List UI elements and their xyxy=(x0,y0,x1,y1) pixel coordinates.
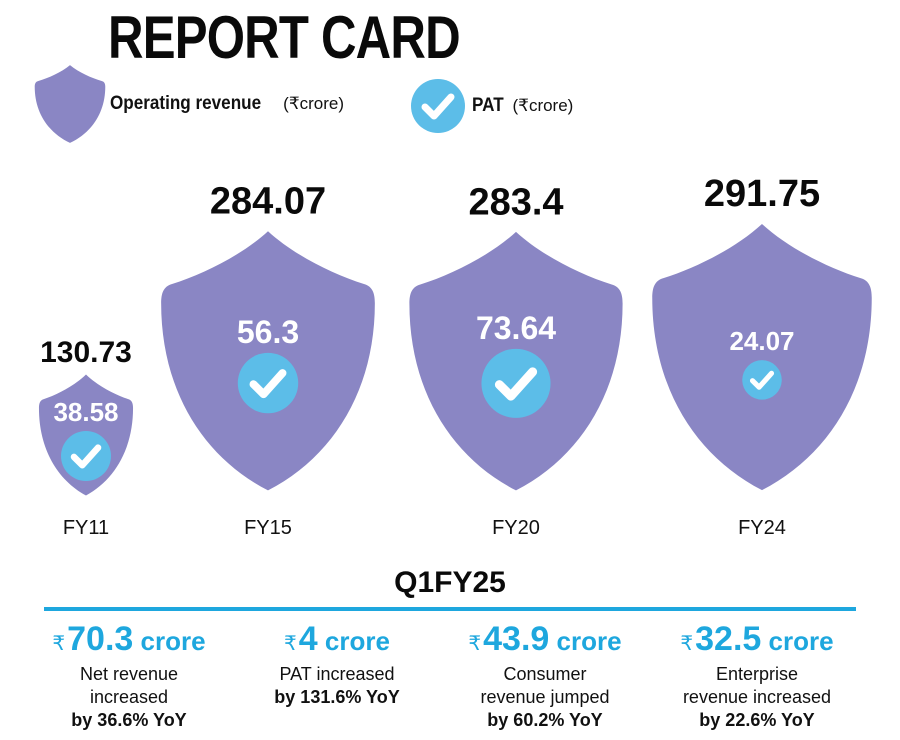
check-circle-icon xyxy=(411,79,465,133)
rupee-symbol: ₹ xyxy=(284,633,297,655)
legend-revenue-unit: (₹crore) xyxy=(283,94,345,113)
quarter-title: Q1FY25 xyxy=(394,566,506,599)
quarter-stat: ₹43.9 crore Consumer revenue jumped by 60.2… xyxy=(440,622,650,732)
shield-icon xyxy=(34,65,106,143)
revenue-label: 283.4 xyxy=(468,181,563,223)
stat-headline: ₹43.9 crore xyxy=(440,622,650,663)
stat-value: 32.5 xyxy=(695,620,762,658)
rupee-symbol: ₹ xyxy=(680,633,694,655)
legend-pat-label: PAT xyxy=(472,95,504,116)
legend-pat: PAT (₹crore) xyxy=(410,78,573,134)
quarter-divider xyxy=(44,607,856,611)
check-icon xyxy=(749,370,775,390)
rupee-symbol: ₹ xyxy=(52,633,66,655)
quarter-stat: ₹4 crore PAT increased by 131.6% YoY xyxy=(232,622,442,709)
stat-unit: crore xyxy=(549,626,622,656)
stat-value: 70.3 xyxy=(67,620,134,658)
check-icon xyxy=(494,367,538,401)
check-icon xyxy=(70,444,102,469)
stat-unit: crore xyxy=(317,626,390,656)
stat-description: PAT increased xyxy=(279,664,395,684)
revenue-label: 291.75 xyxy=(704,173,820,215)
stat-yoy: by 60.2% YoY xyxy=(487,710,603,730)
pat-label: 73.64 xyxy=(476,310,556,346)
stat-description: Consumer xyxy=(503,664,587,684)
stat-description: Net revenue xyxy=(79,664,179,684)
pat-label: 38.58 xyxy=(53,397,118,427)
stat-description: increased xyxy=(89,687,169,707)
legend-revenue-label: Operating revenue xyxy=(110,93,262,114)
stat-unit: crore xyxy=(133,626,206,656)
category-label: FY24 xyxy=(738,517,786,539)
revenue-shield xyxy=(652,223,872,491)
shield-group-fy15: 284.07 56.3 FY15 xyxy=(161,181,375,539)
stat-yoy: by 36.6% YoY xyxy=(71,710,187,730)
stat-headline: ₹4 crore xyxy=(232,622,442,663)
check-icon xyxy=(249,369,287,399)
shield-group-fy20: 283.4 73.64 FY20 xyxy=(409,181,623,539)
stat-description: revenue jumped xyxy=(480,687,610,707)
quarter-stat: ₹70.3 crore Net revenue increased by 36.6% … xyxy=(24,622,234,732)
stat-yoy: by 22.6% YoY xyxy=(699,710,815,730)
pat-check-circle xyxy=(742,360,782,400)
stat-value: 43.9 xyxy=(483,620,550,658)
pat-check-circle xyxy=(61,431,111,481)
stat-value: 4 xyxy=(298,620,318,658)
shield-group-fy11: 130.73 38.58 FY11 xyxy=(38,336,134,539)
stat-description: revenue increased xyxy=(682,687,832,707)
stat-unit: crore xyxy=(761,626,834,656)
pat-check-circle xyxy=(237,352,299,414)
stat-headline: ₹70.3 crore xyxy=(24,622,234,663)
revenue-label: 130.73 xyxy=(40,336,132,369)
category-label: FY20 xyxy=(492,517,540,539)
revenue-label: 284.07 xyxy=(210,181,326,223)
legend-revenue: Operating revenue (₹crore) xyxy=(34,62,344,146)
shield-chart: 130.73 38.58 FY11 284.07 56.3 FY15 283.4 73.64 F… xyxy=(38,173,872,539)
page-title: REPORT CARD xyxy=(108,4,461,71)
stat-yoy: by 131.6% YoY xyxy=(274,687,400,707)
category-label: FY11 xyxy=(63,517,109,539)
pat-label: 56.3 xyxy=(237,314,299,350)
pat-label: 24.07 xyxy=(729,326,794,356)
quarter-stat: ₹32.5 crore Enterprise revenue increased by… xyxy=(652,622,862,732)
legend-pat-unit: (₹crore) xyxy=(512,96,574,115)
pat-check-circle xyxy=(481,348,551,418)
rupee-symbol: ₹ xyxy=(468,633,482,655)
stat-description: Enterprise xyxy=(715,664,799,684)
shield-group-fy24: 291.75 24.07 FY24 xyxy=(652,173,872,539)
category-label: FY15 xyxy=(244,517,292,539)
stat-headline: ₹32.5 crore xyxy=(652,622,862,663)
